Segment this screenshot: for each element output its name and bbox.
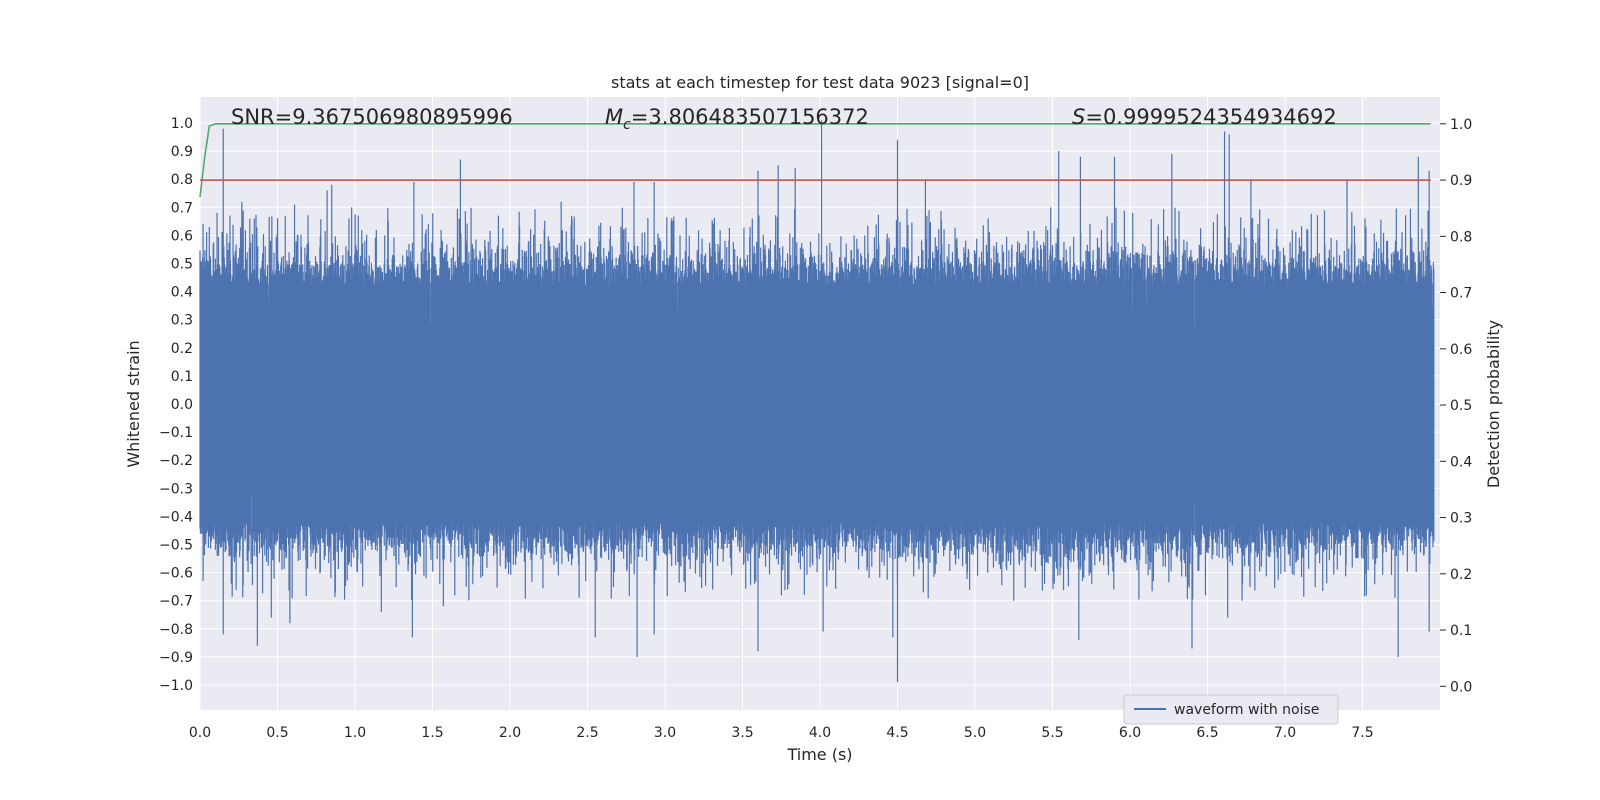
score-value: =0.9999524354934692 xyxy=(1085,105,1336,129)
axes: 0.0 0.5 1.0 1.5 2.0 2.5 3.0 3.5 4.0 4.5 5.0 5.5 6.0 6… xyxy=(159,116,1472,741)
y-tick-label: −0.5 xyxy=(159,538,193,554)
y2-tick-label: 0.2 xyxy=(1450,567,1472,583)
snr-annotation: SNR=9.367506980895996 xyxy=(231,105,513,129)
x-tick-label: 6.5 xyxy=(1196,725,1218,741)
x-tick-label: 2.5 xyxy=(576,725,598,741)
y-tick-label: 0.3 xyxy=(171,313,193,329)
legend-box xyxy=(1123,694,1339,725)
y2-tick-label: 0.1 xyxy=(1450,623,1472,639)
y-tick-label: 0.6 xyxy=(171,228,193,244)
y2-tick-label: 0.7 xyxy=(1450,286,1472,302)
y-tick-label: 0.5 xyxy=(171,257,193,273)
x-tick-label: 0.5 xyxy=(266,725,288,741)
y2-tick-label: 0.9 xyxy=(1450,173,1472,189)
y2-tick-label: 0.8 xyxy=(1450,229,1472,245)
y2-tick-label: 0.5 xyxy=(1450,398,1472,414)
y-tick-label: −0.6 xyxy=(159,566,193,582)
y-tick-label: 0.7 xyxy=(171,200,193,216)
x-tick-label: 5.0 xyxy=(964,725,986,741)
score-symbol: S xyxy=(1072,105,1085,129)
y-tick-label: −0.1 xyxy=(159,425,193,441)
y2-tick-label: 0.3 xyxy=(1450,511,1472,527)
x-tick-label: 7.0 xyxy=(1274,725,1296,741)
chirp-mass-symbol: M xyxy=(605,105,623,129)
y-tick-label: 0.1 xyxy=(171,369,193,385)
chirp-mass-subscript: c xyxy=(623,117,631,133)
y-tick-label: 0.4 xyxy=(171,285,193,301)
y-tick-label: −0.2 xyxy=(159,453,193,469)
y2-tick-label: 0.4 xyxy=(1450,454,1472,470)
y-tick-label: −0.9 xyxy=(159,650,193,666)
x-tick-label: 6.0 xyxy=(1119,725,1141,741)
y-tick-label: −0.7 xyxy=(159,594,193,610)
y-tick-label: 0.2 xyxy=(171,341,193,357)
y-tick-label: −1.0 xyxy=(159,678,193,694)
x-tick-label: 3.5 xyxy=(731,725,753,741)
x-tick-label: 2.0 xyxy=(499,725,521,741)
y-tick-label: −0.4 xyxy=(159,509,193,525)
chirp-mass-annotation: Mc=3.806483507156372 xyxy=(605,105,869,133)
x-tick-label: 7.5 xyxy=(1351,725,1373,741)
x-axis-label: Time (s) xyxy=(786,745,852,764)
x-tick-label: 5.5 xyxy=(1041,725,1063,741)
y2-tick-label: 0.0 xyxy=(1450,679,1472,695)
x-tick-label: 1.0 xyxy=(344,725,366,741)
y2-axis-label: Detection probability xyxy=(1484,320,1503,488)
y-tick-label: 0.9 xyxy=(171,144,193,160)
legend: waveform with noise xyxy=(1123,694,1339,725)
y-axis-label: Whitened strain xyxy=(124,340,143,467)
score-annotation: S=0.9999524354934692 xyxy=(1072,105,1337,129)
data-series xyxy=(199,120,1435,683)
y2-tick-label: 1.0 xyxy=(1450,117,1472,133)
y-tick-label: 0.8 xyxy=(171,172,193,188)
chart-title: stats at each timestep for test data 902… xyxy=(611,73,1029,92)
y-tick-label: −0.8 xyxy=(159,622,193,638)
legend-label-waveform: waveform with noise xyxy=(1174,702,1319,718)
x-tick-label: 4.5 xyxy=(886,725,908,741)
y-tick-label: −0.3 xyxy=(159,481,193,497)
y2-tick-label: 0.6 xyxy=(1450,342,1472,358)
x-tick-label: 3.0 xyxy=(654,725,676,741)
x-tick-label: 4.0 xyxy=(809,725,831,741)
y-tick-label: 0.0 xyxy=(171,397,193,413)
chirp-mass-value: =3.806483507156372 xyxy=(631,105,869,129)
waveform-series xyxy=(199,120,1435,683)
x-tick-label: 0.0 xyxy=(189,725,211,741)
detection-probability-line xyxy=(199,123,1431,198)
x-tick-label: 1.5 xyxy=(421,725,443,741)
y-tick-label: 1.0 xyxy=(171,116,193,132)
